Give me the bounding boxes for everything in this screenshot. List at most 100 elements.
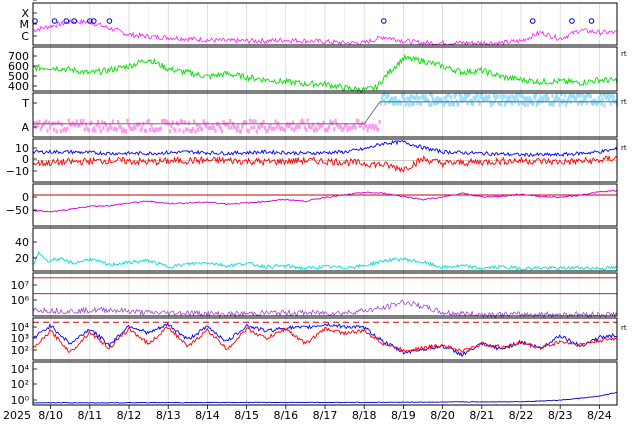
away-sector-point bbox=[107, 126, 110, 131]
away-sector-point bbox=[127, 123, 130, 128]
toward-sector-point bbox=[394, 96, 397, 101]
away-sector-point bbox=[237, 124, 240, 129]
away-sector-point bbox=[359, 123, 363, 128]
electron-flux-red-trace bbox=[32, 326, 618, 354]
away-sector-point bbox=[154, 127, 157, 132]
away-sector-point bbox=[358, 123, 361, 128]
toward-sector-point bbox=[598, 98, 601, 103]
right-edge-marker: rt bbox=[621, 144, 627, 152]
toward-sector-point bbox=[585, 94, 588, 99]
away-sector-point bbox=[178, 128, 181, 133]
away-sector-point bbox=[349, 126, 352, 131]
away-sector-point bbox=[130, 127, 133, 132]
toward-sector-point bbox=[555, 93, 559, 98]
toward-sector-point bbox=[582, 99, 585, 104]
toward-sector-point bbox=[564, 93, 567, 98]
toward-sector-point bbox=[500, 102, 503, 107]
toward-sector-point bbox=[410, 102, 414, 107]
away-sector-point bbox=[189, 128, 192, 133]
y-tick-label: 10² bbox=[11, 378, 29, 391]
toward-sector-point bbox=[488, 95, 491, 100]
x-start-label: 2025 bbox=[3, 409, 31, 422]
away-sector-point bbox=[233, 124, 236, 129]
grid-layer bbox=[50, 3, 600, 405]
flare-marker bbox=[106, 18, 113, 24]
y-tick-label: 600 bbox=[8, 60, 29, 73]
away-sector-point bbox=[326, 128, 329, 133]
y-tick-label: 20 bbox=[15, 252, 29, 265]
y-tick-label: X bbox=[21, 7, 29, 20]
away-sector-point bbox=[337, 124, 340, 129]
toward-sector-point bbox=[423, 97, 426, 102]
away-sector-point bbox=[137, 122, 140, 127]
away-sector-point bbox=[69, 122, 72, 127]
toward-sector-point bbox=[599, 92, 602, 97]
toward-sector-point bbox=[523, 102, 527, 107]
away-sector-point bbox=[306, 118, 309, 123]
toward-sector-point bbox=[514, 95, 518, 100]
away-sector-point bbox=[278, 124, 281, 129]
away-sector-point bbox=[151, 127, 154, 132]
away-sector-point bbox=[114, 126, 117, 131]
away-sector-point bbox=[273, 126, 276, 131]
away-sector-point bbox=[86, 126, 89, 131]
toward-sector-point bbox=[439, 97, 442, 102]
toward-sector-point bbox=[513, 99, 517, 104]
toward-sector-point bbox=[560, 92, 563, 97]
away-sector-point bbox=[102, 126, 105, 131]
away-sector-point bbox=[179, 118, 182, 123]
x-tick-label: 8/14 bbox=[195, 409, 220, 422]
away-sector-point bbox=[55, 129, 58, 134]
away-sector-point bbox=[297, 124, 300, 129]
away-sector-point bbox=[173, 127, 176, 132]
y-tick-label: 40 bbox=[15, 236, 29, 249]
toward-sector-point bbox=[544, 97, 548, 102]
away-sector-point bbox=[201, 127, 204, 132]
away-sector-point bbox=[159, 126, 162, 131]
away-sector-point bbox=[362, 126, 365, 131]
y-tick-label: 10⁷ bbox=[11, 279, 29, 292]
x-tick-label: 8/13 bbox=[156, 409, 181, 422]
away-sector-point bbox=[145, 128, 148, 133]
toward-sector-point bbox=[584, 98, 587, 103]
density-trace bbox=[32, 250, 618, 271]
low-flux-trace bbox=[32, 391, 618, 404]
away-sector-point bbox=[287, 123, 291, 128]
away-sector-point bbox=[49, 125, 52, 130]
toward-sector-point bbox=[405, 101, 408, 106]
toward-sector-point bbox=[453, 94, 456, 99]
toward-sector-point bbox=[512, 94, 515, 99]
away-sector-point bbox=[150, 123, 153, 128]
toward-sector-point bbox=[466, 101, 469, 106]
away-sector-point bbox=[106, 128, 109, 133]
flare-marker bbox=[529, 18, 536, 24]
away-sector-point bbox=[333, 127, 336, 132]
y-tick-label: 700 bbox=[8, 50, 29, 63]
away-sector-point bbox=[371, 123, 375, 128]
toward-sector-point bbox=[379, 101, 383, 106]
toward-sector-point bbox=[464, 97, 467, 102]
away-sector-point bbox=[325, 127, 328, 132]
y-tick-label: 10⁴ bbox=[11, 321, 30, 334]
toward-sector-point bbox=[501, 98, 504, 103]
away-sector-point bbox=[53, 127, 56, 132]
y-tick-label: 0 bbox=[22, 153, 29, 166]
away-sector-point bbox=[258, 126, 261, 131]
away-sector-point bbox=[193, 119, 196, 124]
away-sector-point bbox=[301, 118, 304, 123]
away-sector-point bbox=[230, 125, 233, 130]
away-sector-point bbox=[134, 126, 137, 131]
toward-sector-point bbox=[550, 102, 553, 107]
toward-sector-point bbox=[471, 98, 474, 103]
toward-sector-point bbox=[530, 98, 533, 103]
y-tick-label: 10⁶ bbox=[11, 294, 30, 307]
toward-sector-point bbox=[515, 92, 518, 97]
toward-sector-point bbox=[430, 102, 433, 107]
toward-sector-point bbox=[496, 94, 499, 99]
away-sector-point bbox=[83, 127, 86, 132]
away-sector-point bbox=[309, 125, 312, 130]
toward-sector-point bbox=[509, 94, 512, 99]
toward-sector-point bbox=[476, 93, 479, 98]
away-sector-point bbox=[357, 119, 360, 124]
